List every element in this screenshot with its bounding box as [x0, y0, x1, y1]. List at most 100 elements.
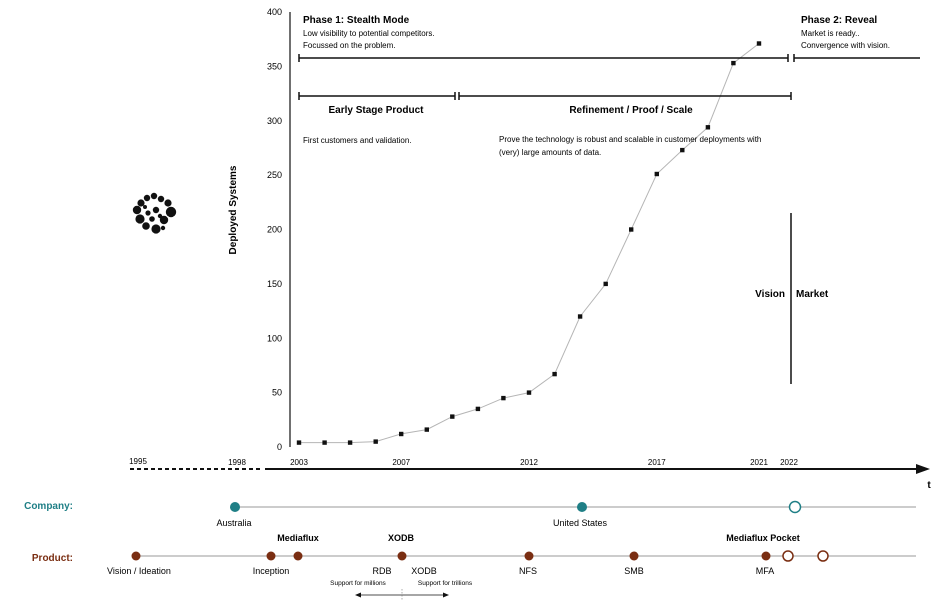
series-line — [299, 43, 760, 444]
product-milestone-future-2 — [817, 550, 829, 562]
company-milestone-united-states — [577, 502, 587, 512]
logo-dot — [149, 216, 155, 222]
product-headline-xodb: XODB — [388, 533, 415, 543]
y-tick-label: 350 — [267, 61, 282, 71]
x-tick-label: 2012 — [520, 458, 538, 467]
data-point — [475, 406, 481, 412]
logo-dot — [157, 195, 165, 203]
data-point — [577, 314, 583, 319]
data-point — [731, 60, 736, 66]
logo-dot — [157, 213, 163, 219]
logo-dot — [160, 225, 166, 231]
time-axis-label: t — [927, 480, 931, 491]
x-tick-label: 2021 — [750, 458, 768, 467]
phase1-line2: Focussed on the problem. — [303, 41, 396, 50]
data-point — [654, 171, 659, 177]
company-milestone-future — [788, 500, 802, 514]
scale-arrow-left-icon — [355, 592, 361, 598]
phase2-line1: Market is ready.. — [801, 29, 860, 38]
product-headline-mediaflux-pocket: Mediaflux Pocket — [726, 533, 800, 543]
logo-dot — [164, 199, 172, 207]
x-axis-ticks: 2003 2007 2012 2017 2021 — [290, 458, 768, 467]
data-point — [450, 414, 455, 419]
x-tick-label: 2003 — [290, 458, 308, 467]
y-tick-label: 50 — [272, 388, 282, 398]
refinement-line2: (very) large amounts of data. — [499, 148, 601, 157]
x-tick-label: 2017 — [648, 458, 666, 467]
data-point — [347, 440, 353, 445]
company-row-label: Company: — [24, 501, 73, 512]
x-tick-label: 2007 — [392, 458, 410, 467]
refinement-title: Refinement / Proof / Scale — [569, 105, 693, 116]
data-point — [629, 227, 634, 232]
product-milestone-nfs — [524, 551, 534, 561]
y-tick-label: 400 — [267, 7, 282, 17]
logo-dot — [143, 205, 147, 209]
data-point — [552, 371, 557, 377]
y-tick-label: 0 — [277, 442, 282, 452]
y-tick-label: 200 — [267, 225, 282, 235]
product-label-inception: Inception — [253, 566, 290, 576]
logo-mark — [132, 192, 177, 234]
y-axis-label: Deployed Systems — [228, 165, 239, 254]
y-tick-label: 100 — [267, 333, 282, 343]
product-milestone-inception — [266, 551, 276, 561]
logo-dot — [152, 206, 160, 214]
time-axis-arrow-icon — [916, 464, 930, 474]
data-point — [705, 125, 711, 130]
logo-dot — [151, 224, 161, 234]
logo-dot — [165, 206, 177, 218]
product-row-label: Product: — [32, 553, 73, 564]
data-point — [373, 439, 378, 444]
phase2-line2: Convergence with vision. — [801, 41, 890, 50]
product-label-rdb: RDB — [372, 566, 391, 576]
data-point — [603, 281, 608, 287]
data-point — [296, 440, 302, 445]
product-milestone-mfa — [761, 551, 771, 561]
logo-dot — [137, 199, 145, 207]
series-points — [296, 41, 762, 445]
logo-dot — [150, 192, 158, 200]
logo-dot — [142, 222, 150, 230]
year-1998: 1998 — [228, 458, 246, 467]
y-tick-label: 250 — [267, 170, 282, 180]
logo-dot — [159, 215, 169, 225]
market-label: Market — [796, 289, 829, 300]
data-point — [680, 147, 685, 153]
logo-dot — [132, 205, 142, 215]
phase1-line1: Low visibility to potential competitors. — [303, 29, 435, 38]
product-milestone-smb — [629, 551, 639, 561]
early-stage-text: First customers and validation. — [303, 136, 412, 145]
data-point — [756, 41, 762, 46]
data-point — [322, 440, 327, 445]
product-note-trillions: Support for trillions — [418, 580, 473, 587]
data-point — [501, 395, 506, 401]
product-headline-mediaflux: Mediaflux — [277, 533, 319, 543]
phase1-title: Phase 1: Stealth Mode — [303, 15, 410, 26]
data-point — [526, 390, 532, 395]
data-point — [424, 427, 429, 432]
logo-dot — [143, 194, 151, 202]
y-tick-label: 300 — [267, 116, 282, 126]
year-2022: 2022 — [780, 458, 798, 467]
product-milestone-mediaflux — [293, 551, 303, 561]
data-point — [399, 431, 404, 437]
product-milestone-future-1 — [782, 550, 794, 562]
product-milestone-xodb — [397, 551, 407, 561]
logo-dot — [145, 210, 151, 216]
y-axis-ticks: 0 50 100 150 200 250 300 350 400 — [267, 7, 282, 452]
product-label-mfa: MFA — [756, 566, 775, 576]
company-milestone-australia — [230, 502, 240, 512]
company-label-australia: Australia — [216, 518, 251, 528]
product-note-millions: Support for millions — [330, 580, 386, 587]
vision-label: Vision — [755, 289, 785, 300]
year-1995: 1995 — [129, 457, 147, 466]
scale-arrow-right-icon — [443, 592, 449, 598]
y-tick-label: 150 — [267, 279, 282, 289]
early-stage-title: Early Stage Product — [328, 105, 424, 116]
product-label-xodb: XODB — [411, 566, 437, 576]
product-label-vision: Vision / Ideation — [107, 566, 171, 576]
product-milestone-vision — [131, 551, 141, 561]
